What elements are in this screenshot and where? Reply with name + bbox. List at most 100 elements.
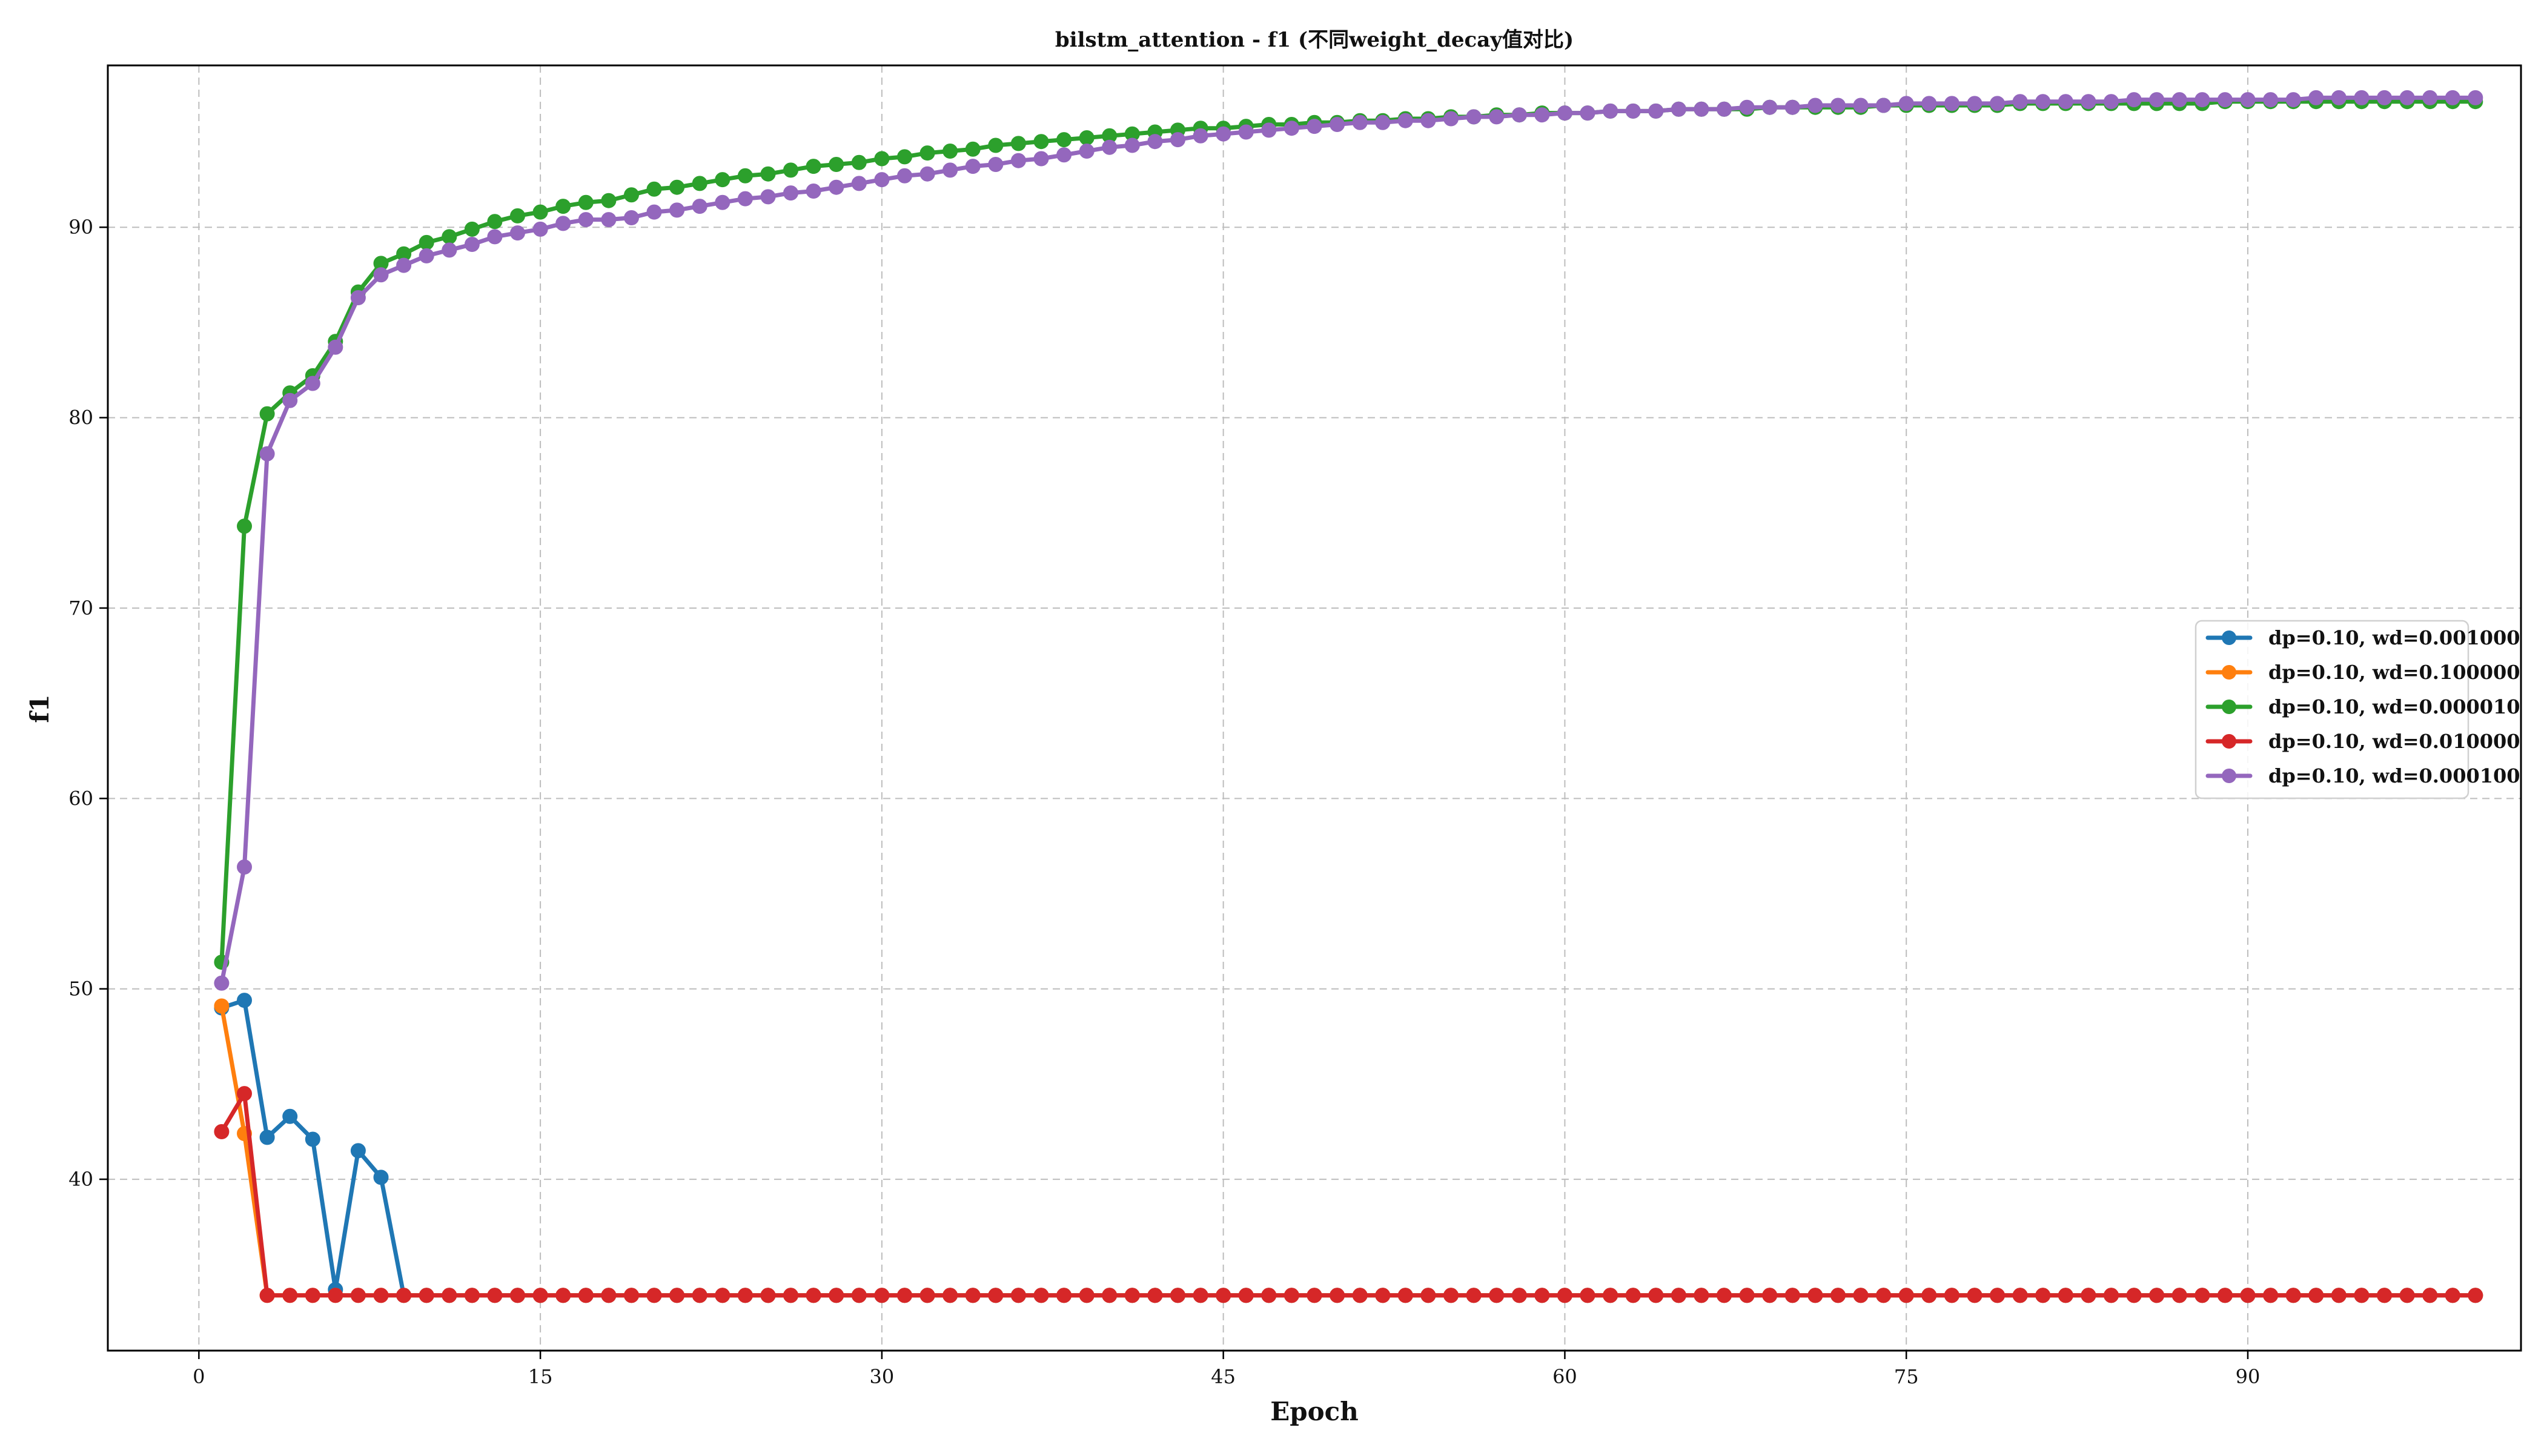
data-point <box>305 1131 320 1147</box>
data-point <box>692 199 707 214</box>
data-point <box>1056 1288 1072 1303</box>
plot-frame <box>107 64 2522 1352</box>
data-point <box>806 184 821 199</box>
data-point <box>2081 94 2096 110</box>
data-point <box>1420 113 1436 128</box>
data-point <box>1124 1288 1140 1303</box>
data-point <box>305 376 320 391</box>
data-point <box>692 1288 707 1303</box>
data-point <box>669 1288 685 1303</box>
data-point <box>2422 90 2438 105</box>
data-point <box>259 1130 275 1145</box>
data-point <box>760 1288 776 1303</box>
data-point <box>897 1288 912 1303</box>
legend-swatch-marker <box>2222 769 2236 783</box>
data-point <box>259 446 275 462</box>
legend-label: dp=0.10, wd=0.000010 <box>2268 695 2520 718</box>
data-point <box>1603 103 1618 119</box>
series-line <box>219 1091 2478 1298</box>
data-point <box>601 212 617 228</box>
data-point <box>897 168 912 184</box>
data-point <box>919 145 935 161</box>
data-point <box>2012 1288 2028 1303</box>
y-tick-label: 50 <box>68 978 93 1001</box>
data-point <box>874 1288 890 1303</box>
data-point <box>874 151 890 167</box>
data-point <box>988 137 1004 153</box>
data-point <box>1967 96 1983 111</box>
data-point <box>1853 98 1869 113</box>
data-point <box>851 154 867 170</box>
data-point <box>1330 1288 1345 1303</box>
data-point <box>2126 1288 2142 1303</box>
legend-item: dp=0.10, wd=0.000100 <box>2205 764 2520 787</box>
data-point <box>2445 1288 2460 1303</box>
data-point <box>282 1288 298 1303</box>
data-point <box>1534 107 1550 123</box>
data-point <box>1807 1288 1823 1303</box>
data-point <box>532 221 548 237</box>
x-axis-label: Epoch <box>1270 1397 1359 1426</box>
data-point <box>829 1288 844 1303</box>
data-point <box>1944 96 1959 111</box>
y-tick-label: 60 <box>68 787 93 810</box>
data-point <box>259 1288 275 1303</box>
data-point <box>1443 111 1459 127</box>
data-point <box>1557 1288 1572 1303</box>
data-point <box>350 1143 366 1159</box>
data-point <box>783 1288 798 1303</box>
data-point <box>1193 1288 1208 1303</box>
data-point <box>2035 1288 2051 1303</box>
data-point <box>1079 130 1095 145</box>
data-point <box>1102 1288 1118 1303</box>
data-point <box>737 1288 753 1303</box>
data-point <box>373 267 389 283</box>
y-axis-label: f1 <box>25 694 55 723</box>
grid <box>108 65 2521 1351</box>
data-point <box>2308 1288 2324 1303</box>
data-point <box>1762 99 1778 115</box>
data-point <box>1079 144 1095 159</box>
data-point <box>919 166 935 182</box>
data-point <box>2035 94 2051 110</box>
data-point <box>487 214 503 230</box>
data-point <box>328 339 343 355</box>
data-point <box>715 194 730 210</box>
data-point <box>396 1288 412 1303</box>
data-point <box>942 144 958 159</box>
data-point <box>1307 119 1322 134</box>
x-tick-label: 45 <box>1211 1365 1236 1388</box>
data-point <box>2104 1288 2119 1303</box>
legend-label: dp=0.10, wd=0.001000 <box>2268 626 2520 649</box>
data-point <box>2263 1288 2279 1303</box>
data-point <box>2468 1288 2483 1303</box>
data-point <box>555 199 571 214</box>
data-point <box>1375 114 1391 130</box>
data-point <box>2104 94 2119 110</box>
data-point <box>2195 1288 2210 1303</box>
data-point <box>760 166 776 182</box>
data-point <box>1330 117 1345 132</box>
data-point <box>1033 1288 1049 1303</box>
data-point <box>1352 1288 1368 1303</box>
data-point <box>2354 90 2370 105</box>
data-point <box>737 191 753 207</box>
x-tick-label: 75 <box>1894 1365 1919 1388</box>
data-point <box>442 242 457 258</box>
data-point <box>1238 1288 1254 1303</box>
data-point <box>783 185 798 201</box>
data-point <box>624 1288 639 1303</box>
data-point <box>350 1288 366 1303</box>
data-point <box>510 1288 525 1303</box>
x-tick-label: 0 <box>193 1365 205 1388</box>
data-point <box>1648 1288 1664 1303</box>
data-point <box>419 248 434 263</box>
data-point <box>1147 1288 1163 1303</box>
data-point <box>2399 90 2415 105</box>
legend-item: dp=0.10, wd=0.010000 <box>2205 730 2520 753</box>
legend-item: dp=0.10, wd=0.000010 <box>2205 695 2520 718</box>
data-point <box>1717 1288 1732 1303</box>
data-point <box>1010 136 1026 151</box>
data-point <box>578 1288 594 1303</box>
